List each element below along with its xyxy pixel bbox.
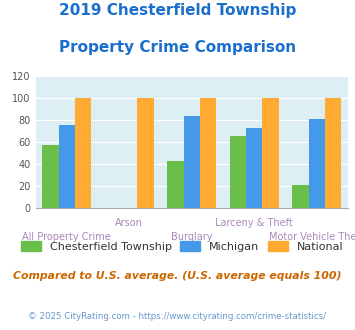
Text: Compared to U.S. average. (U.S. average equals 100): Compared to U.S. average. (U.S. average … [13, 271, 342, 280]
Bar [262, 98, 279, 208]
Bar [42, 145, 59, 208]
Text: Arson: Arson [115, 218, 143, 228]
Bar [230, 136, 246, 208]
Bar [184, 115, 200, 208]
Text: 2019 Chesterfield Township: 2019 Chesterfield Township [59, 3, 296, 18]
Legend: Chesterfield Township, Michigan, National: Chesterfield Township, Michigan, Nationa… [16, 237, 348, 256]
Text: © 2025 CityRating.com - https://www.cityrating.com/crime-statistics/: © 2025 CityRating.com - https://www.city… [28, 312, 327, 321]
Bar [308, 119, 325, 208]
Text: Property Crime Comparison: Property Crime Comparison [59, 40, 296, 54]
Bar [75, 98, 91, 208]
Bar [137, 98, 154, 208]
Text: Motor Vehicle Theft: Motor Vehicle Theft [269, 232, 355, 242]
Text: All Property Crime: All Property Crime [22, 232, 111, 242]
Bar [325, 98, 341, 208]
Bar [200, 98, 216, 208]
Bar [292, 185, 308, 208]
Bar [167, 161, 184, 208]
Bar [246, 128, 262, 208]
Bar [59, 125, 75, 208]
Text: Larceny & Theft: Larceny & Theft [215, 218, 293, 228]
Text: Burglary: Burglary [171, 232, 212, 242]
